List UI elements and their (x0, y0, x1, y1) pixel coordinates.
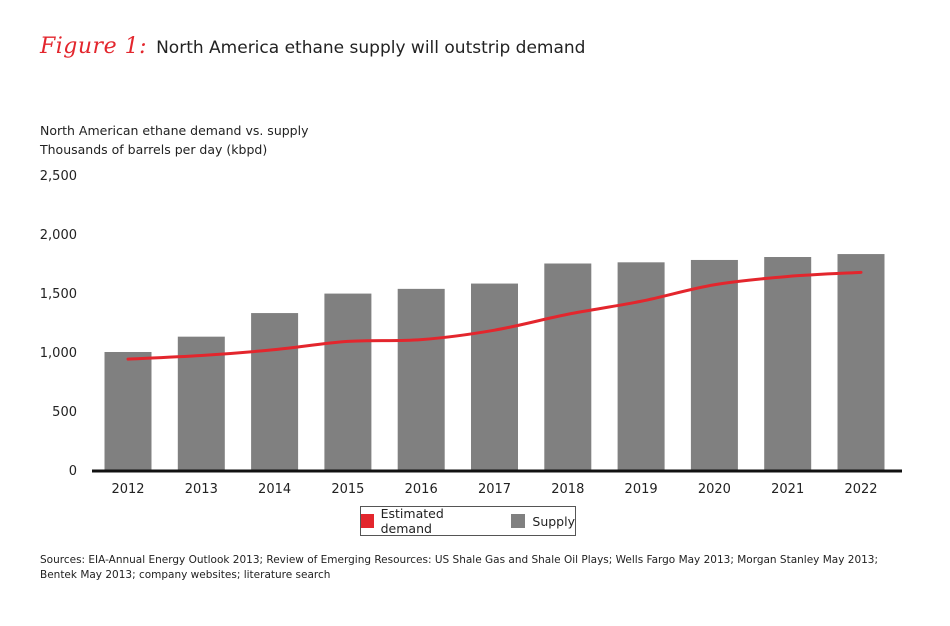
legend: Estimated demand Supply (360, 506, 576, 536)
x-tick-label: 2015 (331, 482, 364, 497)
figure-title: Figure 1: North America ethane supply wi… (40, 34, 585, 59)
x-tick-label: 2012 (111, 482, 144, 497)
y-tick-label: 2,000 (40, 228, 77, 243)
x-tick-label: 2020 (698, 482, 731, 497)
y-tick-label: 1,000 (40, 346, 77, 361)
x-tick-label: 2018 (551, 482, 584, 497)
legend-swatch-demand (361, 514, 374, 528)
x-tick-label: 2017 (478, 482, 511, 497)
subtitle-line-1: North American ethane demand vs. supply (40, 123, 309, 138)
chart-subtitle: North American ethane demand vs. supply … (40, 121, 308, 159)
bar-supply-2017 (471, 283, 518, 470)
legend-swatch-supply (511, 514, 526, 528)
bar-supply-2015 (324, 293, 372, 470)
bar-supply-2022 (837, 254, 885, 470)
x-tick-label: 2014 (258, 482, 291, 497)
bar-supply-2021 (764, 257, 812, 470)
y-tick-label: 2,500 (40, 169, 77, 184)
x-tick-label: 2022 (844, 482, 877, 497)
bar-supply-2012 (104, 352, 152, 470)
bar-supply-2013 (177, 336, 225, 470)
y-tick-label: 1,500 (40, 287, 77, 302)
bar-supply-2020 (690, 259, 738, 470)
bar-supply-2014 (251, 313, 299, 470)
bar-supply-2016 (397, 288, 445, 470)
sources-note: Sources: EIA-Annual Energy Outlook 2013;… (40, 553, 878, 583)
y-tick-label: 500 (52, 405, 77, 420)
x-tick-label: 2021 (771, 482, 804, 497)
x-tick-label: 2016 (405, 482, 438, 497)
x-tick-label: 2013 (185, 482, 218, 497)
legend-label-supply: Supply (532, 513, 575, 529)
legend-item-demand: Estimated demand (361, 506, 487, 536)
legend-item-supply: Supply (511, 514, 575, 529)
sources-line-2: Bentek May 2013; company websites; liter… (40, 569, 331, 581)
legend-label-demand: Estimated demand (380, 506, 444, 536)
subtitle-line-2: Thousands of barrels per day (kbpd) (40, 142, 268, 157)
x-tick-label: 2019 (625, 482, 658, 497)
line-estimated-demand (126, 270, 863, 361)
figure-label: Figure 1: (40, 34, 147, 59)
bar-supply-2019 (617, 262, 665, 470)
y-tick-label: 0 (69, 464, 77, 479)
bar-supply-2018 (544, 263, 592, 470)
sources-line-1: Sources: EIA-Annual Energy Outlook 2013;… (40, 554, 879, 566)
chart-title: North America ethane supply will outstri… (156, 38, 586, 58)
